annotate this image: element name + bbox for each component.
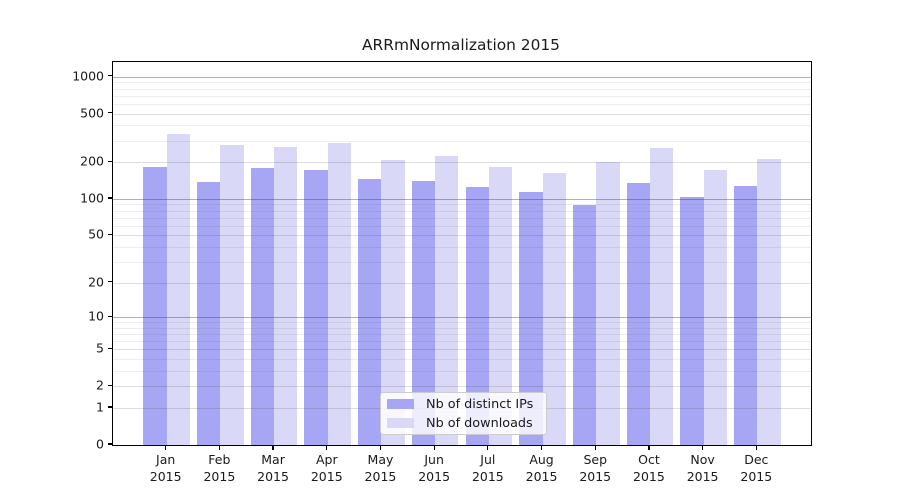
y-tick-label-10: 10 — [88, 308, 104, 324]
x-tick-aug-2015 — [540, 445, 543, 450]
gridline-200 — [113, 162, 811, 164]
legend-item-downloads: Nb of downloads — [387, 415, 540, 431]
x-tick-label-nov-2015: Nov 2015 — [686, 452, 719, 484]
bar-nb-of-distinct-ips-may-2015 — [358, 178, 382, 445]
x-tick-may-2015 — [379, 445, 382, 450]
legend-label-distinct-ips: Nb of distinct IPs — [426, 396, 534, 412]
bar-nb-of-distinct-ips-apr-2015 — [304, 169, 328, 445]
x-tick-apr-2015 — [326, 445, 328, 450]
bar-nb-of-downloads-dec-2015 — [757, 158, 781, 445]
x-tick-label-may-2015: May 2015 — [364, 452, 397, 484]
y-tick-10 — [108, 315, 112, 317]
x-tick-label-apr-2015: Apr 2015 — [310, 452, 343, 484]
x-tick-sep-2015 — [594, 445, 596, 450]
y-tick-5 — [108, 347, 112, 350]
x-tick-jul-2015 — [487, 445, 489, 450]
x-tick-label-dec-2015: Dec 2015 — [740, 452, 773, 484]
bar-nb-of-downloads-oct-2015 — [649, 147, 674, 445]
x-tick-jun-2015 — [433, 445, 435, 450]
bar-nb-of-downloads-nov-2015 — [703, 170, 727, 445]
x-tick-label-oct-2015: Oct 2015 — [633, 452, 665, 484]
x-tick-label-mar-2015: Mar 2015 — [257, 452, 289, 484]
y-tick-label-100: 100 — [80, 190, 104, 206]
legend-swatch-downloads — [387, 417, 414, 429]
bar-nb-of-distinct-ips-mar-2015 — [250, 167, 275, 445]
y-tick-label-1000: 1000 — [72, 68, 104, 84]
bar-nb-of-downloads-mar-2015 — [274, 146, 298, 445]
bar-nb-of-distinct-ips-nov-2015 — [680, 196, 704, 445]
plot-area — [112, 61, 812, 446]
bar-nb-of-distinct-ips-dec-2015 — [734, 185, 758, 445]
y-tick-0 — [108, 443, 112, 445]
y-tick-label-20: 20 — [88, 274, 104, 290]
legend-item-distinct-ips: Nb of distinct IPs — [387, 396, 540, 412]
x-tick-feb-2015 — [218, 445, 221, 450]
y-tick-label-50: 50 — [88, 226, 104, 242]
x-tick-label-sep-2015: Sep 2015 — [579, 452, 612, 484]
gridline-800 — [113, 88, 811, 90]
y-tick-label-5: 5 — [96, 340, 104, 356]
bar-nb-of-downloads-jun-2015 — [435, 156, 459, 445]
gridline-1000 — [113, 76, 811, 78]
y-tick-100 — [108, 197, 112, 199]
bar-nb-of-downloads-jul-2015 — [488, 166, 513, 445]
x-tick-mar-2015 — [272, 445, 274, 450]
bar-nb-of-distinct-ips-jun-2015 — [411, 181, 436, 445]
bar-nb-of-distinct-ips-feb-2015 — [197, 181, 221, 445]
y-tick-label-0: 0 — [96, 436, 104, 452]
y-tick-label-500: 500 — [80, 105, 104, 121]
gridline-900 — [113, 82, 811, 84]
bar-nb-of-distinct-ips-oct-2015 — [626, 182, 650, 445]
bar-nb-of-downloads-aug-2015 — [542, 173, 566, 445]
bar-nb-of-downloads-may-2015 — [381, 160, 405, 445]
y-tick-20 — [108, 281, 112, 283]
bar-nb-of-downloads-apr-2015 — [327, 143, 352, 445]
bar-nb-of-downloads-jan-2015 — [166, 134, 190, 445]
x-tick-label-jul-2015: Jul 2015 — [471, 452, 504, 484]
x-tick-label-feb-2015: Feb 2015 — [203, 452, 236, 484]
bar-nb-of-distinct-ips-jul-2015 — [465, 187, 489, 445]
bar-nb-of-distinct-ips-aug-2015 — [519, 192, 543, 445]
gridline-300 — [113, 140, 811, 142]
x-tick-jan-2015 — [165, 445, 167, 450]
y-tick-500 — [108, 111, 112, 114]
y-tick-1000 — [108, 74, 112, 77]
bar-nb-of-distinct-ips-jan-2015 — [143, 166, 167, 445]
gridline-500 — [113, 113, 811, 115]
legend-swatch-distinct-ips — [387, 398, 414, 410]
x-tick-label-jun-2015: Jun 2015 — [418, 452, 451, 484]
bar-nb-of-downloads-feb-2015 — [220, 145, 244, 445]
y-tick-label-200: 200 — [80, 153, 104, 169]
y-tick-2 — [108, 384, 112, 387]
y-tick-200 — [108, 160, 112, 162]
gridline-700 — [113, 95, 811, 97]
y-tick-50 — [108, 233, 112, 235]
bar-nb-of-distinct-ips-sep-2015 — [572, 205, 597, 445]
chart-title: ARRmNormalization 2015 — [362, 36, 560, 54]
y-tick-label-1: 1 — [96, 399, 104, 415]
bar-nb-of-downloads-sep-2015 — [596, 162, 620, 445]
x-tick-label-aug-2015: Aug 2015 — [525, 452, 558, 484]
legend-label-downloads: Nb of downloads — [426, 415, 533, 431]
legend: Nb of distinct IPs Nb of downloads — [380, 392, 547, 435]
x-tick-nov-2015 — [701, 445, 704, 450]
y-tick-1 — [108, 406, 112, 408]
x-tick-oct-2015 — [648, 445, 650, 450]
gridline-600 — [113, 103, 811, 105]
x-tick-label-jan-2015: Jan 2015 — [149, 452, 182, 484]
gridline-400 — [113, 125, 811, 127]
y-tick-label-2: 2 — [96, 377, 104, 393]
x-tick-dec-2015 — [755, 445, 757, 450]
